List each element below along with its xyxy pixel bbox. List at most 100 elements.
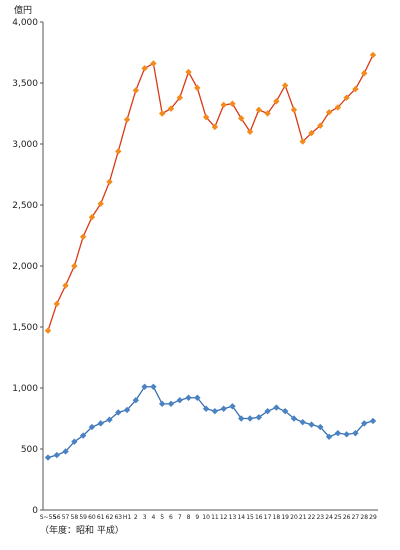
data-point [123, 406, 131, 414]
data-point [238, 415, 245, 422]
x-tick-label: 7 [178, 514, 182, 521]
data-point [281, 82, 289, 89]
data-point [299, 138, 306, 145]
x-tick-label: 28 [360, 514, 368, 521]
data-point [194, 394, 201, 401]
y-tick-label: 3,000 [12, 140, 38, 150]
y-tick-label: 1,500 [12, 323, 38, 333]
data-point [158, 400, 166, 408]
data-point [290, 415, 298, 422]
data-point [185, 68, 192, 76]
x-tick-label: 23 [316, 514, 324, 521]
data-point [123, 116, 131, 123]
x-tick-label: H1 [123, 514, 132, 521]
series-2 [44, 383, 377, 461]
x-tick-label: 17 [264, 514, 272, 521]
data-point [211, 407, 219, 415]
data-point [71, 262, 78, 270]
data-point [79, 233, 87, 240]
data-point [255, 414, 263, 421]
data-point [141, 383, 148, 390]
x-tick-label: 58 [71, 514, 79, 521]
data-point [325, 109, 333, 116]
data-point [273, 404, 280, 411]
x-tick-label: 6 [169, 514, 173, 521]
x-axis-label: （年度：昭和 平成） [40, 524, 124, 536]
y-tick-label: 3,500 [12, 79, 38, 89]
data-point [115, 409, 122, 416]
data-point [97, 200, 104, 207]
data-point [317, 122, 324, 129]
data-point [343, 94, 350, 101]
data-point [281, 407, 289, 415]
data-point [369, 51, 377, 59]
x-tick-label: 27 [352, 514, 360, 521]
data-point [246, 128, 254, 135]
x-tick-label: 63 [114, 514, 122, 521]
data-point [97, 420, 104, 427]
data-point [352, 85, 359, 93]
data-point [255, 106, 263, 114]
data-point [62, 448, 69, 455]
data-point [202, 113, 210, 121]
x-tick-label: 61 [97, 514, 105, 521]
x-tick-label: S~55 [40, 514, 57, 521]
x-tick-label: 4 [151, 514, 155, 521]
data-point [167, 105, 175, 112]
data-point [229, 100, 236, 107]
x-tick-label: 18 [273, 514, 281, 521]
data-point [132, 397, 140, 404]
x-tick-label: 11 [211, 514, 219, 521]
data-point [79, 432, 87, 439]
y-tick-label: 500 [21, 445, 38, 455]
data-point [317, 423, 324, 431]
series-line [47, 54, 374, 331]
data-point [334, 104, 342, 111]
data-point [71, 438, 78, 445]
x-tick-label: 24 [325, 514, 333, 521]
x-tick-label: 19 [281, 514, 289, 521]
data-point [361, 70, 368, 77]
data-point [220, 101, 227, 109]
data-point [44, 327, 52, 334]
x-tick-label: 8 [187, 514, 191, 521]
y-tick-label: 1,000 [12, 384, 38, 394]
data-point [299, 418, 306, 426]
data-point [325, 433, 333, 440]
x-tick-label: 9 [195, 514, 199, 521]
y-axis-ticks: 0 500 1,000 1,500 2,000 2,500 3,000 3,500 4,000 [12, 18, 43, 516]
data-point [211, 123, 219, 131]
y-tick-label: 2,500 [12, 201, 38, 211]
data-point [361, 420, 368, 427]
data-point [150, 60, 157, 67]
data-point [167, 400, 175, 408]
x-tick-label: 59 [79, 514, 87, 521]
data-point [334, 429, 342, 437]
x-tick-label: 29 [369, 514, 377, 521]
data-point [202, 405, 210, 412]
data-point [194, 84, 201, 92]
data-point [106, 416, 113, 423]
data-point [158, 110, 166, 117]
x-tick-label: 21 [299, 514, 307, 521]
x-tick-label: 22 [308, 514, 316, 521]
data-point [141, 65, 148, 72]
x-tick-label: 15 [246, 514, 254, 521]
x-tick-label: 57 [62, 514, 70, 521]
x-tick-label: 14 [237, 514, 245, 521]
x-tick-label: 62 [106, 514, 114, 521]
data-point [88, 214, 96, 221]
data-point [343, 431, 350, 438]
data-point [264, 110, 271, 117]
x-tick-label: 26 [343, 514, 351, 521]
x-tick-label: 20 [290, 514, 298, 521]
y-tick-label: 0 [32, 506, 38, 516]
data-point [53, 300, 60, 308]
y-tick-label: 4,000 [12, 18, 38, 28]
data-point [264, 407, 271, 415]
data-point [44, 454, 52, 461]
data-point [308, 421, 315, 428]
data-point [176, 397, 183, 404]
